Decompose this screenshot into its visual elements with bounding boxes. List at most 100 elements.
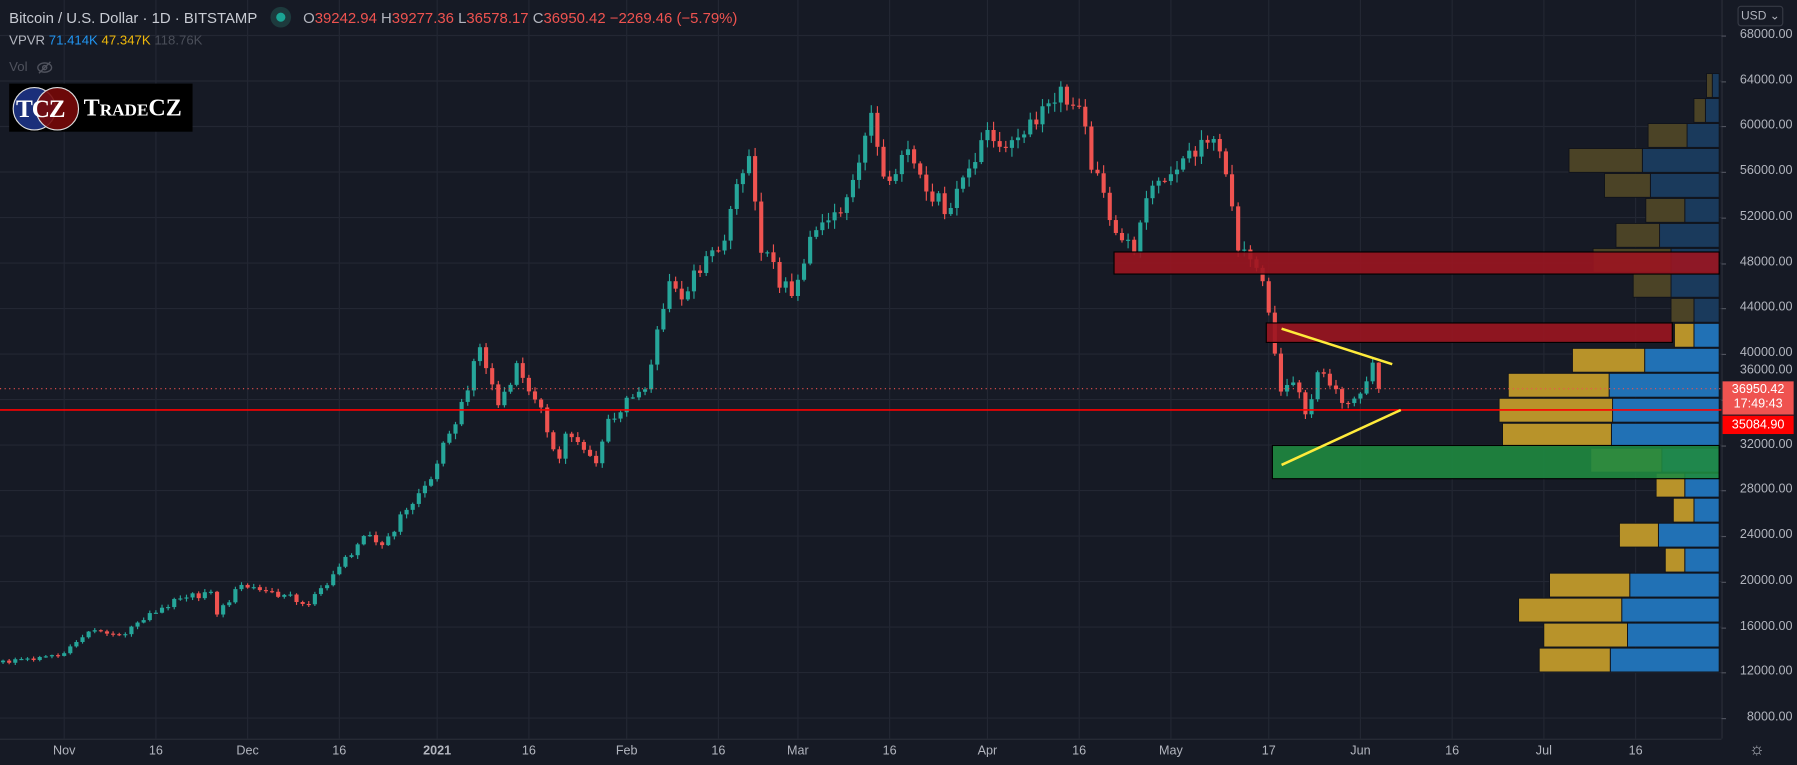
vpvr-up-volume: 71.414K — [48, 34, 98, 49]
candle-down — [1101, 165, 1106, 198]
vol-legend[interactable]: Vol — [9, 61, 54, 75]
candle-down — [875, 106, 880, 156]
candle-up — [783, 277, 788, 293]
candle-body — [276, 591, 281, 597]
candle-body — [820, 222, 825, 231]
chart-settings-icon[interactable]: ☼ — [1748, 739, 1765, 760]
candle-up — [1187, 142, 1192, 163]
candle-body — [1346, 402, 1351, 405]
candle-body — [68, 646, 73, 654]
candle-up — [422, 481, 427, 498]
candle-up — [147, 610, 152, 622]
candle-body — [416, 493, 421, 504]
eye-off-icon[interactable] — [36, 61, 54, 75]
price-axis[interactable] — [1721, 0, 1797, 739]
level-price: 35084.90 — [1731, 417, 1785, 432]
lower-trendline[interactable] — [1281, 408, 1402, 467]
candle-up — [979, 132, 984, 165]
symbol-title[interactable]: Bitcoin / U.S. Dollar · 1D · BITSTAMP — [9, 8, 258, 26]
candle-down — [1193, 146, 1198, 166]
candle-body — [282, 594, 287, 597]
price-tick-label: 20000.00 — [1739, 573, 1793, 588]
price-tick-label: 8000.00 — [1746, 710, 1793, 724]
vpvr-legend[interactable]: VPVR 71.414K 47.347K 118.76K — [9, 34, 202, 48]
candle-body — [263, 590, 269, 592]
volume-profile-down-bar — [1568, 148, 1643, 173]
upper-trendline[interactable] — [1281, 327, 1393, 366]
symbol-header: Bitcoin / U.S. Dollar · 1D · BITSTAMP O3… — [9, 6, 737, 28]
candle-body — [1333, 385, 1339, 390]
volume-profile-down-bar — [1507, 372, 1610, 398]
candle-body — [337, 566, 342, 575]
candle-body — [612, 418, 617, 420]
candle-up — [435, 460, 440, 482]
high-label: H — [381, 8, 392, 26]
candle-up — [808, 230, 813, 266]
candle-body — [502, 391, 507, 406]
candle-down — [257, 584, 262, 592]
price-tick-label: 24000.00 — [1739, 528, 1793, 542]
candle-up — [856, 154, 862, 189]
currency-label: USD — [1740, 9, 1767, 23]
volume-profile-up-bar — [1670, 272, 1720, 298]
candle-body — [294, 594, 299, 603]
volume-profile-down-bar — [1672, 497, 1695, 523]
candle-body — [25, 658, 30, 660]
price-tick-mark — [1721, 171, 1727, 174]
price-tick-label: 32000.00 — [1739, 437, 1793, 451]
candle-down — [214, 590, 220, 617]
candle-body — [838, 212, 843, 214]
price-tick-mark — [1721, 80, 1727, 83]
red-resistance-zone[interactable] — [1113, 251, 1720, 275]
candle-up — [1199, 130, 1204, 164]
open-label: O — [303, 8, 315, 26]
time-tick-label: 16 — [148, 744, 163, 759]
candle-body — [526, 377, 531, 392]
candle-body — [129, 626, 134, 635]
candle-up — [416, 488, 421, 508]
candle-up — [1291, 376, 1296, 387]
market-open-indicator-icon — [271, 6, 292, 28]
candle-body — [153, 612, 158, 614]
candle-up — [514, 360, 519, 387]
candle-down — [490, 363, 495, 391]
candle-down — [270, 588, 275, 594]
currency-selector[interactable]: USD ⌄ — [1737, 5, 1784, 27]
candle-down — [930, 183, 935, 207]
candle-up — [25, 657, 30, 662]
green-support-zone[interactable] — [1271, 444, 1720, 480]
candle-body — [361, 536, 366, 545]
candle-body — [924, 174, 929, 192]
candle-down — [575, 432, 580, 445]
red-resistance-zone[interactable] — [1265, 322, 1673, 343]
candle-up — [765, 250, 770, 257]
candle-up — [1009, 136, 1014, 157]
candle-body — [704, 256, 709, 273]
volume-profile-up-bar — [1627, 622, 1720, 648]
candle-up — [135, 621, 140, 630]
volume-profile-down-bar — [1618, 522, 1659, 548]
candle-down — [997, 131, 1002, 153]
candle-body — [386, 536, 391, 546]
price-tick-label: 64000.00 — [1739, 72, 1793, 87]
time-tick-label: Apr — [977, 744, 998, 759]
candle-body — [869, 112, 874, 136]
price-tick-mark — [1721, 263, 1727, 265]
candle-body — [1364, 381, 1369, 394]
candle-body — [147, 613, 152, 621]
candle-up — [43, 654, 48, 658]
candle-up — [618, 410, 623, 423]
candle-up — [636, 387, 642, 401]
candle-up — [691, 264, 697, 299]
candle-down — [1333, 379, 1339, 394]
price-chart[interactable] — [0, 0, 1722, 739]
candle-body — [759, 201, 764, 253]
time-axis[interactable] — [0, 738, 1722, 765]
candle-body — [1126, 239, 1131, 241]
time-tick-label: 16 — [1628, 744, 1643, 759]
price-tick-mark — [1721, 627, 1727, 629]
price-tick-mark — [1721, 672, 1727, 674]
candle-body — [111, 633, 116, 635]
volume-profile-down-bar — [1664, 547, 1686, 573]
volume-profile-up-bar — [1609, 647, 1720, 673]
